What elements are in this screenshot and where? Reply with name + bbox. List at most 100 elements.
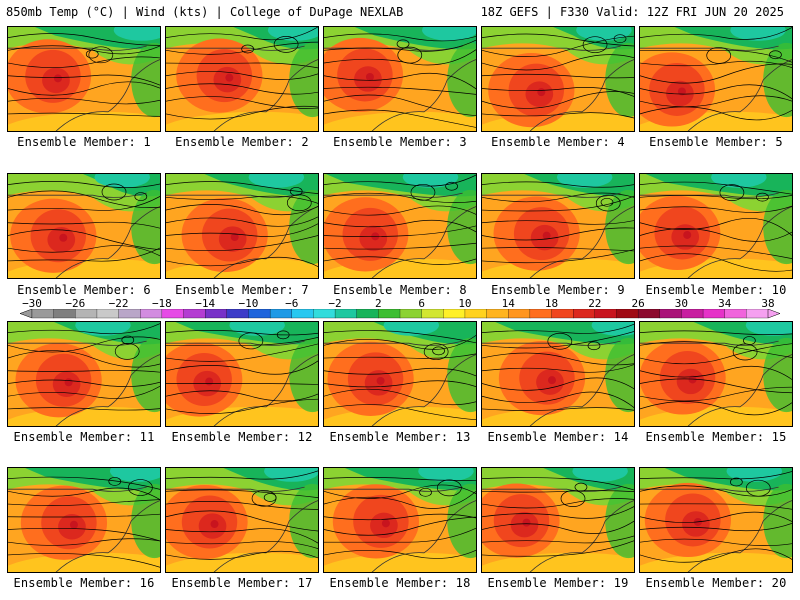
ensemble-map-panel — [323, 26, 477, 132]
ensemble-member-label: Ensemble Member: 6 — [17, 283, 151, 297]
temperature-map — [8, 174, 160, 278]
temperature-map — [482, 468, 634, 572]
colorbar-swatch — [53, 309, 76, 319]
ensemble-member-label: Ensemble Member: 8 — [333, 283, 467, 297]
temperature-map — [482, 322, 634, 426]
colorbar-tick-label: 34 — [718, 297, 732, 310]
colorbar-swatch — [291, 309, 314, 319]
ensemble-member-label: Ensemble Member: 16 — [13, 576, 155, 590]
ensemble-member-label: Ensemble Member: 7 — [175, 283, 309, 297]
ensemble-map-panel — [481, 467, 635, 573]
colorbar-swatch — [659, 309, 682, 319]
run-info: 18Z GEFS | F330 Valid: 12Z FRI JUN 20 20… — [480, 5, 784, 19]
colorbar-swatch — [421, 309, 444, 319]
colorbar-tick-label: 30 — [674, 297, 689, 310]
temperature-map — [640, 174, 792, 278]
colorbar-tick-label: −30 — [22, 297, 42, 310]
colorbar-swatch — [508, 309, 531, 319]
colorbar-swatch — [356, 309, 379, 319]
colorbar-tick-label: 22 — [588, 297, 602, 310]
product-title: 850mb Temp (°C) | Wind (kts) | College o… — [6, 5, 404, 19]
colorbar-arrow-left — [19, 309, 33, 319]
temperature-map — [8, 468, 160, 572]
colorbar-swatch — [140, 309, 163, 319]
temperature-map — [640, 27, 792, 131]
colorbar-tick-label: −22 — [108, 297, 129, 310]
temperature-map — [640, 322, 792, 426]
ensemble-map-panel — [7, 321, 161, 427]
colorbar-swatch — [681, 309, 704, 319]
ensemble-member-label: Ensemble Member: 2 — [175, 135, 309, 149]
colorbar-swatch — [573, 309, 596, 319]
colorbar-swatch — [75, 309, 98, 319]
ensemble-map-panel — [7, 173, 161, 279]
colorbar-tick-label: −6 — [285, 297, 299, 310]
temperature-map — [8, 322, 160, 426]
ensemble-map-panel — [7, 467, 161, 573]
ensemble-member-label: Ensemble Member: 3 — [333, 135, 467, 149]
ensemble-map-panel — [639, 321, 793, 427]
colorbar-swatch — [226, 309, 249, 319]
colorbar-swatch — [334, 309, 358, 319]
colorbar-swatch — [399, 309, 423, 319]
colorbar-swatch — [702, 309, 726, 319]
ensemble-member-label: Ensemble Member: 12 — [171, 430, 313, 444]
ensemble-member-label: Ensemble Member: 11 — [13, 430, 155, 444]
colorbar-swatch — [205, 309, 228, 319]
colorbar-swatch — [118, 309, 141, 319]
ensemble-member-label: Ensemble Member: 5 — [649, 135, 783, 149]
colorbar-swatch — [269, 309, 293, 319]
colorbar-swatch — [96, 309, 120, 319]
colorbar-tick-label: 2 — [375, 297, 382, 310]
temperature-map — [482, 174, 634, 278]
colorbar-swatch — [594, 309, 617, 319]
colorbar-tick-label: 26 — [631, 297, 645, 310]
ensemble-map-panel — [165, 26, 319, 132]
temperature-map — [166, 174, 318, 278]
ensemble-member-label: Ensemble Member: 9 — [491, 283, 625, 297]
ensemble-member-label: Ensemble Member: 20 — [645, 576, 787, 590]
colorbar-swatch — [313, 309, 336, 319]
colorbar-swatch — [724, 309, 747, 319]
temperature-map — [482, 27, 634, 131]
colorbar-swatch — [616, 309, 639, 319]
colorbar-tick-label: −26 — [65, 297, 86, 310]
temperature-map — [324, 468, 476, 572]
ensemble-member-label: Ensemble Member: 19 — [487, 576, 629, 590]
colorbar-swatches — [19, 309, 781, 319]
colorbar-swatch — [378, 309, 401, 319]
colorbar-swatch — [443, 309, 466, 319]
ensemble-member-label: Ensemble Member: 18 — [329, 576, 471, 590]
colorbar-swatch — [529, 309, 552, 319]
ensemble-map-panel — [481, 321, 635, 427]
ensemble-map-panel — [639, 467, 793, 573]
colorbar-swatch — [637, 309, 661, 319]
colorbar-tick-label: −2 — [328, 297, 342, 310]
ensemble-map-panel — [481, 173, 635, 279]
ensemble-map-panel — [481, 26, 635, 132]
colorbar-swatch — [746, 309, 769, 319]
temperature-map — [324, 322, 476, 426]
colorbar-swatch — [551, 309, 574, 319]
ensemble-map-panel — [165, 467, 319, 573]
colorbar-tick-label: 18 — [544, 297, 559, 310]
ensemble-member-label: Ensemble Member: 13 — [329, 430, 471, 444]
temperature-map — [166, 27, 318, 131]
colorbar-tick-label: 14 — [501, 297, 515, 310]
temperature-map — [166, 468, 318, 572]
ensemble-member-label: Ensemble Member: 4 — [491, 135, 625, 149]
ensemble-member-label: Ensemble Member: 1 — [17, 135, 151, 149]
colorbar-tick-label: 6 — [418, 297, 425, 310]
ensemble-member-label: Ensemble Member: 15 — [645, 430, 787, 444]
ensemble-map-panel — [639, 26, 793, 132]
temperature-map — [324, 174, 476, 278]
ensemble-map-panel — [639, 173, 793, 279]
colorbar-swatch — [464, 309, 488, 319]
colorbar-tick-label: −14 — [195, 297, 216, 310]
temperature-map — [8, 27, 160, 131]
colorbar-swatch — [486, 309, 509, 319]
colorbar-tick-label: −10 — [238, 297, 259, 310]
ensemble-member-label: Ensemble Member: 10 — [645, 283, 787, 297]
colorbar-swatch — [248, 309, 271, 319]
temperature-map — [324, 27, 476, 131]
